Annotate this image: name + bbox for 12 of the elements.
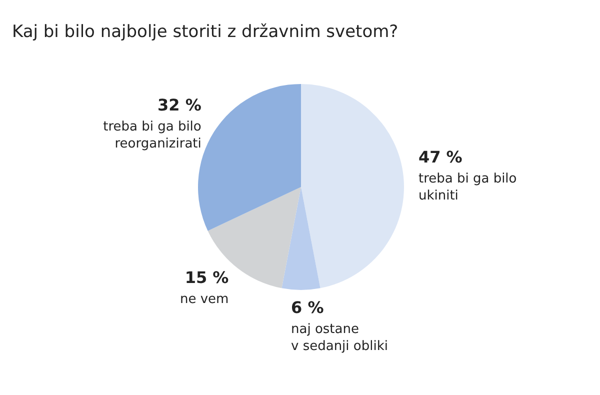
chart-title: Kaj bi bilo najbolje storiti z državnim svetom? [12, 22, 398, 42]
slice-label: naj ostane v sedanji obliki [291, 322, 388, 354]
slice-label: ne vem [180, 292, 229, 308]
data-label: 15 % [184, 268, 229, 288]
pie-slice [208, 187, 301, 288]
data-label: 47 % [418, 147, 462, 166]
pie-slice [301, 84, 404, 288]
slice-label: treba bi ga bilo reorganizirati [103, 119, 202, 152]
pie-slice [282, 187, 320, 290]
slice-label: treba bi ga bilo ukiniti [418, 171, 517, 204]
data-label: 6 % [291, 298, 324, 317]
data-label: 32 % [157, 95, 202, 114]
